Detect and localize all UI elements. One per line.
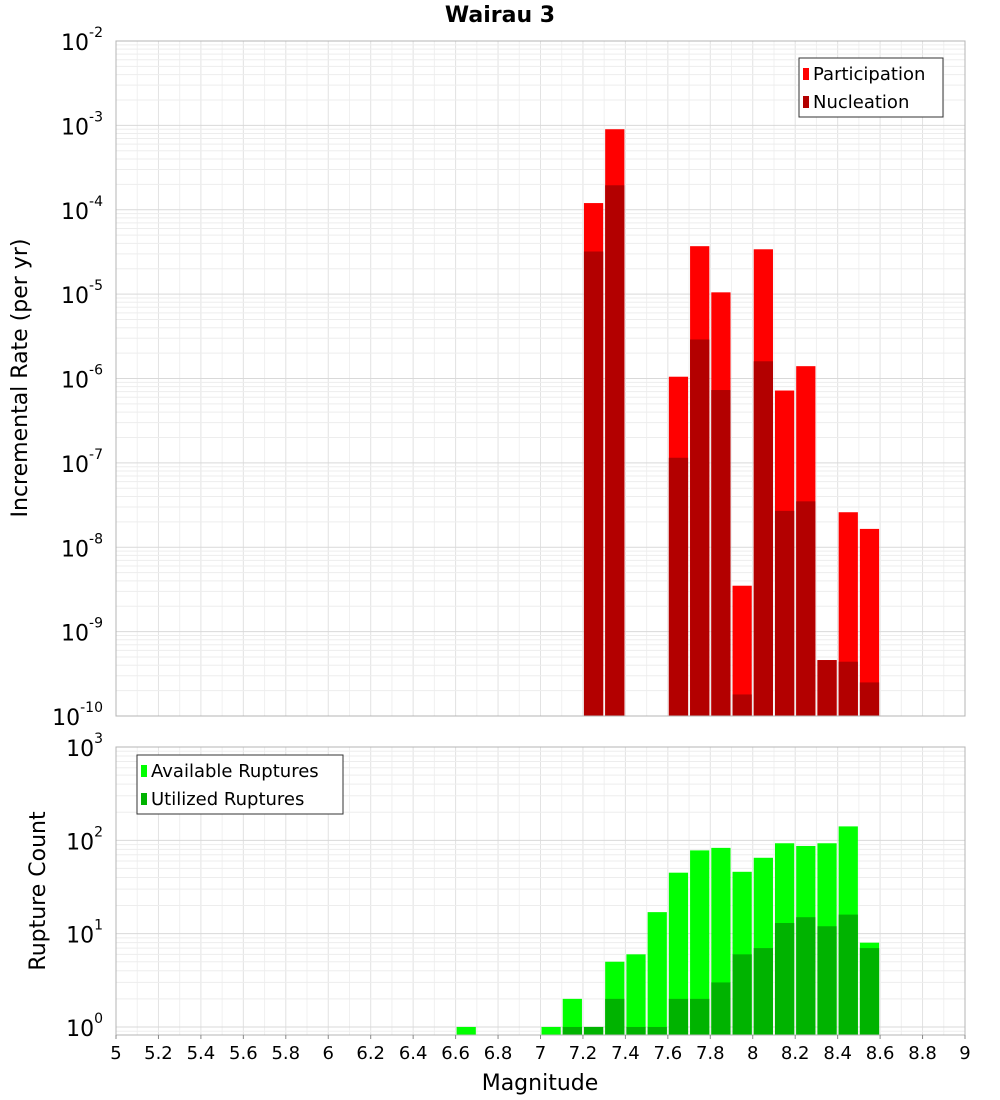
count-bar — [626, 1026, 646, 1035]
count-legend-label: Available Ruptures — [151, 761, 319, 782]
rate-legend-box — [798, 57, 944, 118]
rate-y-tick-label: 10-5 — [61, 278, 103, 309]
rate-bar — [817, 660, 837, 716]
count-bar — [668, 998, 689, 1035]
count-legend-swatch — [141, 793, 147, 805]
rate-y-tick-label: 10-3 — [61, 109, 103, 140]
count-bar — [711, 982, 731, 1035]
count-x-tick-label: 6.4 — [399, 1043, 428, 1064]
chart-title: Wairau 3 — [445, 3, 555, 28]
count-bar — [753, 948, 773, 1035]
count-legend-swatch — [141, 765, 147, 777]
count-bar — [626, 954, 646, 1035]
rate-bar — [690, 339, 710, 716]
count-series-1 — [562, 914, 880, 1035]
rate-bar — [859, 528, 880, 716]
rate-bar — [732, 585, 752, 716]
count-bar — [456, 1026, 476, 1035]
count-x-tick-label: 8.2 — [781, 1043, 810, 1064]
count-bar — [541, 1026, 561, 1035]
count-x-tick-label: 6.6 — [441, 1043, 470, 1064]
count-x-tick-label: 7.4 — [611, 1043, 640, 1064]
count-bar — [690, 998, 710, 1035]
count-x-tick-label: 5.4 — [187, 1043, 216, 1064]
count-bar — [562, 1026, 582, 1035]
rate-plot: 10-2 10-3 10-4 10-5 10-6 10-7 10-8 10-9 10-10 Par… — [52, 25, 966, 731]
count-bar — [838, 914, 858, 1035]
count-x-tick-label: 7.6 — [654, 1043, 683, 1064]
count-x-tick-label: 8.4 — [823, 1043, 852, 1064]
bottom-y-axis-label: Rupture Count — [26, 811, 51, 971]
count-bar — [817, 926, 837, 1035]
count-x-tick-label: 8.6 — [866, 1043, 895, 1064]
count-y-tick-label: 103 — [66, 731, 103, 762]
count-x-tick-label: 6 — [323, 1043, 334, 1064]
count-legend-label: Utilized Ruptures — [151, 789, 304, 810]
rate-bar — [732, 694, 752, 716]
rate-legend-label: Nucleation — [813, 92, 909, 113]
count-bar — [796, 917, 816, 1035]
rate-bar — [583, 251, 604, 716]
count-x-tick-label: 5.8 — [271, 1043, 300, 1064]
count-x-tick-label: 7 — [535, 1043, 546, 1064]
count-x-tick-label: 9 — [959, 1043, 970, 1064]
top-y-axis-label: Incremental Rate (per yr) — [8, 239, 33, 518]
count-x-tick-label: 6.8 — [484, 1043, 513, 1064]
count-legend-box — [136, 754, 344, 815]
rate-legend-swatch — [803, 96, 809, 108]
rate-y-tick-label: 10-2 — [61, 25, 103, 56]
rate-bar — [605, 185, 625, 717]
rate-bar — [796, 501, 816, 716]
count-bar — [583, 1026, 604, 1035]
rate-grid — [115, 40, 966, 717]
rate-bar — [711, 390, 731, 716]
count-x-tick-label: 5.2 — [144, 1043, 173, 1064]
count-bar — [774, 923, 795, 1035]
count-bar — [668, 872, 689, 1035]
count-bar — [647, 1026, 667, 1035]
count-y-tick-label: 102 — [66, 824, 103, 855]
count-x-tick-label: 7.2 — [569, 1043, 598, 1064]
count-bar — [647, 912, 667, 1035]
count-bar — [690, 850, 710, 1035]
rate-y-tick-label: 10-10 — [52, 700, 103, 731]
rate-series-1 — [583, 185, 880, 717]
rate-legend-label: Participation — [813, 64, 925, 85]
rate-frame — [115, 40, 966, 717]
rate-y-tick-label: 10-7 — [61, 447, 103, 478]
rupture-count-plot: 103 102 101 100 5 5.2 5.4 5.6 5.8 6 6.2 6.4 6.6 6.8 7 7… — [66, 731, 971, 1064]
count-legend: Available Ruptures Utilized Ruptures — [136, 754, 344, 815]
rate-bar — [668, 457, 689, 716]
count-bar — [732, 954, 752, 1035]
count-y-tick-label: 101 — [66, 918, 103, 949]
count-bar — [605, 998, 625, 1035]
count-x-tick-label: 6.2 — [356, 1043, 385, 1064]
rate-bar — [753, 361, 773, 716]
count-bar — [859, 948, 880, 1035]
rate-bar — [859, 682, 880, 716]
x-axis-label: Magnitude — [482, 1071, 599, 1096]
rate-legend: Participation Nucleation — [798, 57, 944, 118]
count-x-tick-label: 8 — [747, 1043, 758, 1064]
rate-y-tick-label: 10-8 — [61, 531, 103, 562]
rate-bar — [774, 510, 795, 716]
count-x-tick-label: 7.8 — [696, 1043, 725, 1064]
count-bar — [562, 998, 582, 1035]
rate-bar — [838, 661, 858, 716]
rate-y-tick-label: 10-4 — [61, 194, 103, 225]
count-x-tick-label: 8.8 — [908, 1043, 937, 1064]
count-x-tick-label: 5.6 — [229, 1043, 258, 1064]
count-x-tick-label: 5 — [110, 1043, 121, 1064]
count-y-tick-label: 100 — [66, 1011, 103, 1042]
rate-y-tick-label: 10-6 — [61, 363, 103, 394]
rate-y-tick-label: 10-9 — [61, 616, 103, 647]
rate-legend-swatch — [803, 68, 809, 80]
